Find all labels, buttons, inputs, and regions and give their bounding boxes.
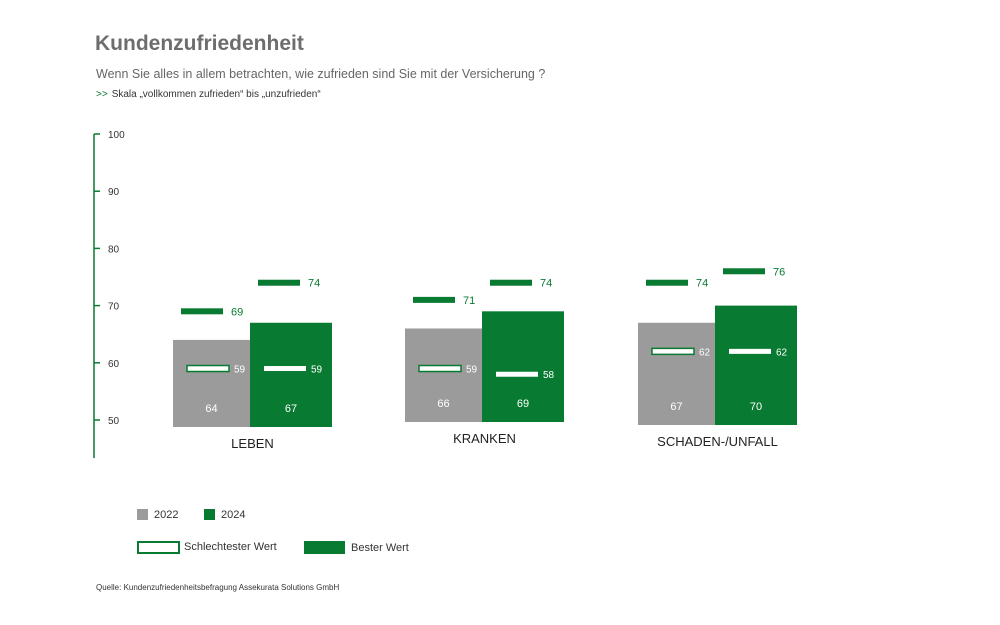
- best-marker: [258, 279, 300, 286]
- category-label: SCHADEN-/UNFALL: [657, 434, 778, 449]
- best-value-label: 69: [231, 306, 243, 318]
- bar-value-label: 67: [285, 403, 297, 415]
- bar-value-label: 70: [750, 401, 762, 413]
- legend-label-best: Bester Wert: [351, 542, 409, 554]
- best-value-label: 74: [540, 278, 552, 290]
- legend-label-worst: Schlechtester Wert: [184, 541, 277, 553]
- bar-2022: [173, 339, 250, 427]
- worst-marker: [729, 348, 771, 354]
- best-value-label: 74: [308, 278, 320, 290]
- worst-value-label: 59: [234, 365, 246, 376]
- worst-marker: [186, 364, 230, 373]
- best-marker: [723, 268, 765, 275]
- legend-swatch-worst: [137, 541, 180, 554]
- bar-2022: [405, 328, 482, 422]
- bar-value-label: 69: [517, 398, 529, 410]
- worst-value-label: 59: [466, 365, 478, 376]
- scale-text: Skala „vollkommen zufrieden“ bis „unzufr…: [111, 89, 321, 100]
- legend-label-2024: 2024: [221, 509, 246, 521]
- legend-swatch-2022: [137, 509, 148, 520]
- best-marker: [646, 279, 688, 286]
- y-tick-label: 70: [108, 302, 120, 313]
- scale-note: >> Skala „vollkommen zufrieden“ bis „unzu…: [96, 89, 321, 100]
- scale-arrows: >>: [96, 89, 108, 100]
- best-value-label: 76: [773, 266, 785, 278]
- bar-value-label: 67: [670, 401, 682, 413]
- bar-value-label: 64: [205, 403, 217, 415]
- y-tick-label: 100: [108, 130, 125, 141]
- best-marker: [181, 308, 223, 315]
- y-tick-label: 50: [108, 416, 120, 427]
- source-note: Quelle: Kundenzufriedenheitsbefragung As…: [96, 583, 340, 592]
- worst-value-label: 58: [543, 370, 555, 381]
- y-tick-label: 60: [108, 359, 120, 370]
- bar-2024: [482, 311, 564, 422]
- best-marker: [490, 279, 532, 286]
- y-tick-label: 90: [108, 187, 120, 198]
- best-value-label: 74: [696, 278, 708, 290]
- legend-swatch-best: [304, 541, 345, 554]
- chart-subtitle: Wenn Sie alles in allem betrachten, wie …: [96, 67, 546, 81]
- chart-title: Kundenzufriedenheit: [95, 32, 304, 55]
- worst-marker: [496, 371, 538, 377]
- worst-marker: [418, 364, 462, 373]
- worst-value-label: 62: [699, 347, 711, 358]
- worst-value-label: 62: [776, 347, 788, 358]
- y-tick-label: 80: [108, 244, 120, 255]
- worst-marker: [264, 366, 306, 372]
- worst-value-label: 59: [311, 365, 323, 376]
- legend-label-2022: 2022: [154, 509, 179, 521]
- best-value-label: 71: [463, 295, 475, 307]
- worst-marker: [651, 347, 695, 356]
- bar-value-label: 66: [437, 398, 449, 410]
- legend-swatch-2024: [204, 509, 215, 520]
- category-label: KRANKEN: [453, 431, 516, 446]
- bar-2024: [715, 305, 797, 425]
- category-label: LEBEN: [231, 436, 274, 451]
- bar-2022: [638, 322, 715, 425]
- bar-2024: [250, 322, 332, 427]
- best-marker: [413, 296, 455, 303]
